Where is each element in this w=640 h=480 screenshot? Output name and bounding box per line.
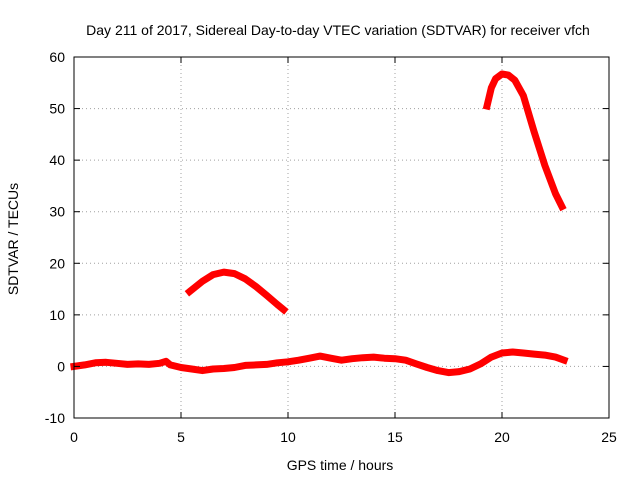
series-line-arc-3 bbox=[70, 348, 569, 377]
y-tick-label: 50 bbox=[49, 101, 65, 117]
y-tick-label: 40 bbox=[49, 152, 65, 168]
x-tick-label: 0 bbox=[70, 429, 78, 445]
y-tick-label: -10 bbox=[45, 410, 65, 426]
x-tick-label: 15 bbox=[387, 429, 403, 445]
y-tick-labels: -10 0 10 20 30 40 50 60 bbox=[45, 49, 65, 426]
x-tick-label: 25 bbox=[601, 429, 617, 445]
x-axis-label: GPS time / hours bbox=[287, 457, 394, 473]
x-tick-label: 20 bbox=[494, 429, 510, 445]
x-tick-label: 10 bbox=[280, 429, 296, 445]
chart-title: Day 211 of 2017, Sidereal Day-to-day VTE… bbox=[86, 22, 590, 38]
x-tick-label: 5 bbox=[177, 429, 185, 445]
plot-frame bbox=[73, 56, 610, 419]
tick-marks bbox=[73, 56, 610, 419]
x-tick-labels: 0 5 10 15 20 25 bbox=[70, 429, 617, 445]
y-tick-label: 0 bbox=[57, 358, 65, 374]
y-tick-label: 30 bbox=[49, 204, 65, 220]
y-tick-label: 60 bbox=[49, 49, 65, 65]
series-line-arc-2 bbox=[482, 70, 567, 212]
y-tick-label: 20 bbox=[49, 255, 65, 271]
data-series bbox=[70, 70, 569, 377]
y-tick-label: 10 bbox=[49, 307, 65, 323]
grid-lines bbox=[74, 57, 609, 418]
series-line-arc-1 bbox=[184, 268, 289, 315]
y-axis-label: SDTVAR / TECUs bbox=[5, 183, 21, 295]
